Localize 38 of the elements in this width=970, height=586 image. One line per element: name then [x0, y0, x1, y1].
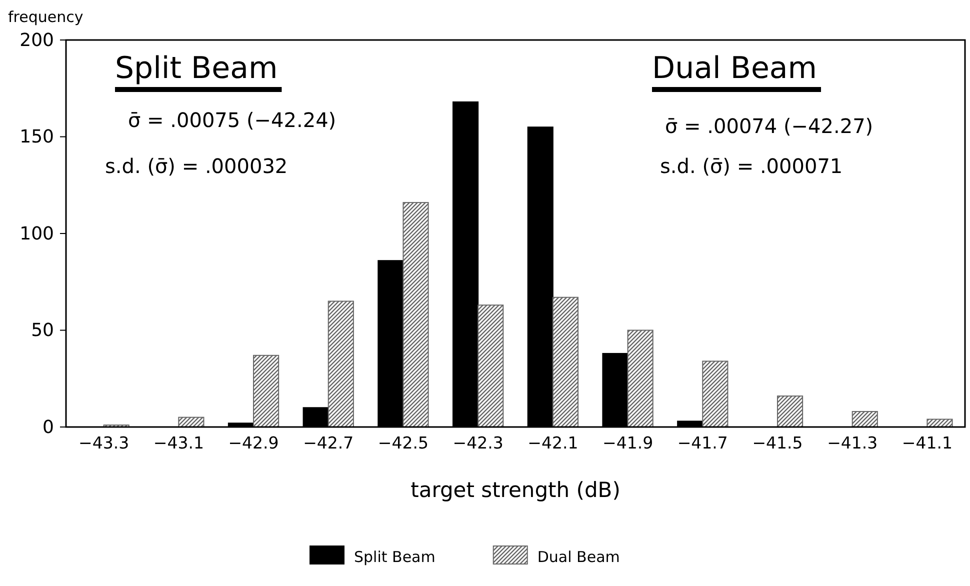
x-tick-label: −42.7 [303, 434, 354, 453]
bar [627, 330, 654, 428]
bar [776, 396, 804, 428]
bar [328, 300, 354, 428]
y-axis-title: frequency [8, 8, 84, 26]
annotation: s.d. (σ̄) = .000032 [105, 154, 288, 178]
bar [702, 360, 728, 428]
annotation: σ̄ = .00074 (−42.27) [665, 114, 874, 138]
annotation: s.d. (σ̄) = .000071 [660, 154, 843, 178]
legend-label: Split Beam [354, 548, 436, 566]
x-tick-label: −42.3 [452, 434, 504, 453]
legend-label: Dual Beam [537, 548, 620, 566]
y-tick-label: 100 [20, 223, 54, 244]
y-tick-label: 200 [20, 30, 54, 51]
x-tick-label: −41.5 [752, 434, 803, 453]
annotation: Dual Beam [652, 51, 818, 86]
bar [552, 296, 579, 428]
x-tick-label: −41.1 [902, 434, 952, 453]
x-tick-label: −41.9 [602, 434, 654, 453]
y-tick-label: 0 [42, 416, 54, 438]
x-tick-label: −42.1 [528, 434, 578, 453]
x-tick-label: −43.3 [78, 434, 130, 453]
annotation: σ̄ = .00075 (−42.24) [128, 108, 336, 132]
bar [402, 202, 429, 428]
x-tick-label: −43.1 [153, 434, 204, 453]
bar [178, 416, 204, 428]
bar [253, 354, 280, 428]
bar [478, 304, 504, 428]
y-tick-label: 50 [31, 320, 54, 342]
bar [926, 418, 953, 428]
x-axis-title: target strength (dB) [410, 478, 620, 502]
bar [852, 411, 878, 428]
x-tick-label: −41.7 [677, 434, 728, 453]
annotation: Split Beam [115, 51, 278, 86]
x-tick-label: −42.5 [378, 434, 429, 453]
y-tick-label: 150 [20, 126, 54, 148]
x-tick-label: −42.9 [228, 434, 279, 453]
x-tick-label: −41.3 [827, 434, 878, 453]
